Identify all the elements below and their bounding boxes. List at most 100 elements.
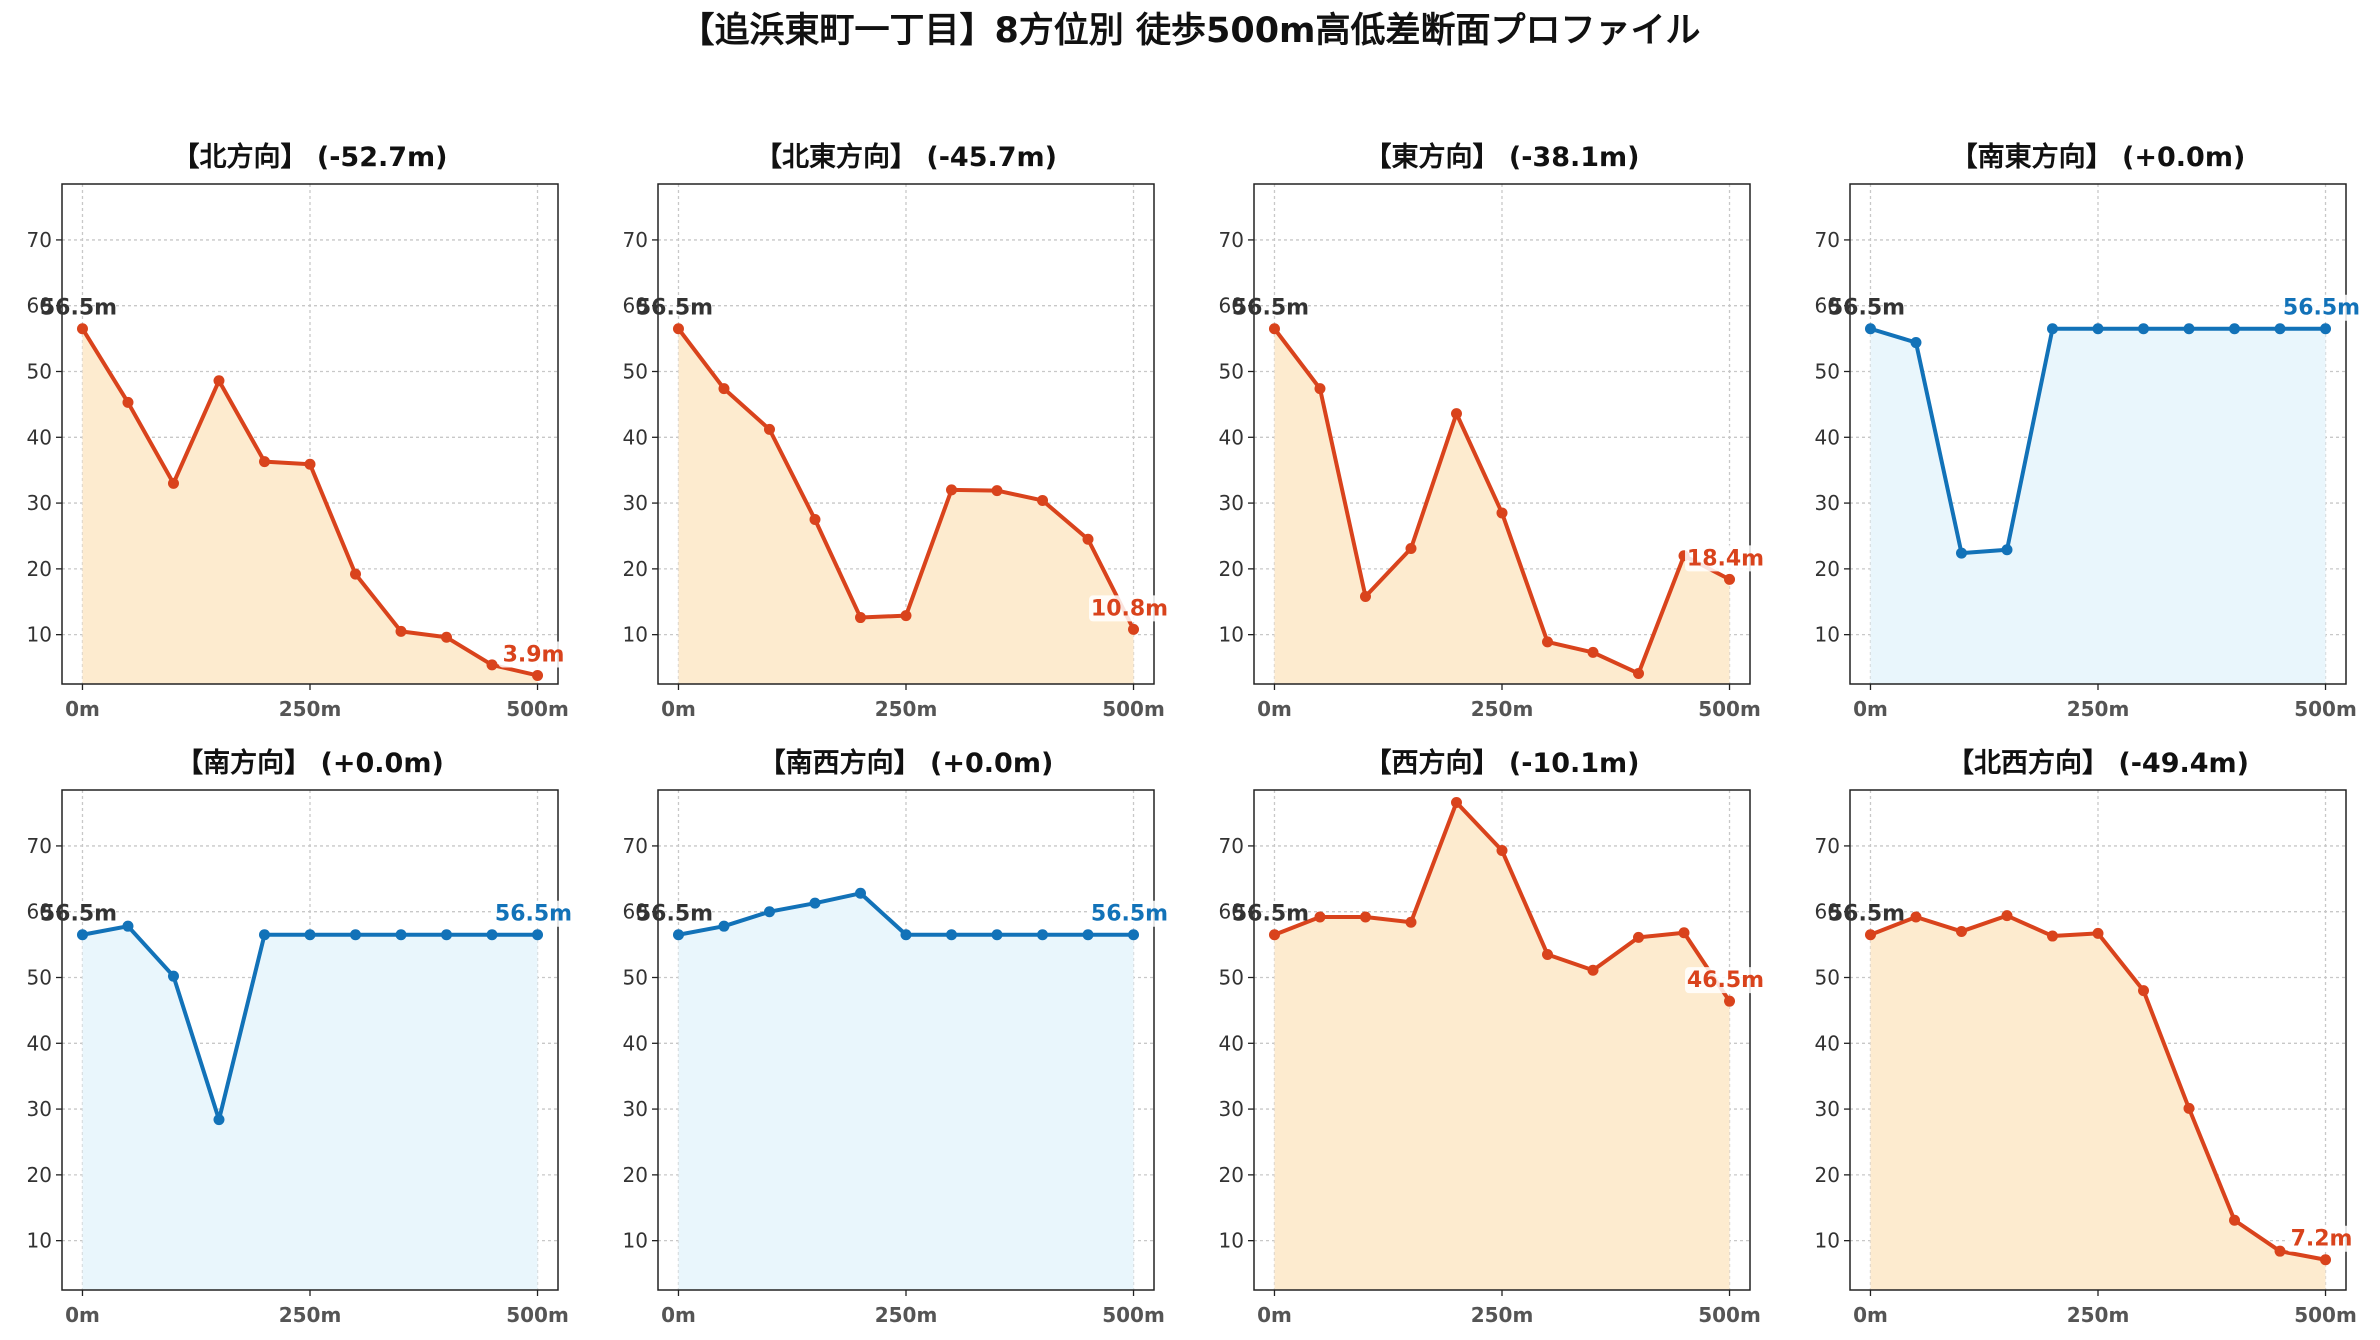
y-tick-label: 30 — [1219, 491, 1244, 515]
data-point — [1359, 591, 1371, 602]
y-tick-label: 40 — [623, 425, 648, 449]
x-tick-label: 500m — [2294, 1303, 2357, 1327]
panel-7: 【北西方向】 (-49.4m) 10 20 30 40 50 60 70 0m 250m 500m 5… — [1815, 747, 2357, 1327]
data-point — [532, 929, 544, 941]
start-label: 56.5m — [636, 902, 713, 927]
y-tick-label: 50 — [1815, 966, 1840, 990]
data-point — [441, 929, 453, 941]
y-tick-label: 70 — [27, 228, 52, 252]
panel-title: 【北東方向】 (-45.7m) — [755, 141, 1057, 173]
x-tick-label: 0m — [1853, 697, 1888, 721]
y-tick-label: 20 — [27, 1163, 52, 1187]
data-point — [167, 477, 179, 489]
data-point — [2092, 323, 2104, 335]
data-point — [718, 920, 730, 932]
end-label: 56.5m — [495, 902, 572, 927]
area-fill — [678, 893, 1134, 1290]
data-point — [167, 970, 179, 982]
y-tick-label: 30 — [1815, 491, 1840, 515]
data-point — [1910, 911, 1922, 923]
plot-frame — [61, 183, 559, 685]
data-point — [486, 929, 498, 941]
y-tick-label: 20 — [1815, 557, 1840, 581]
data-point — [1128, 929, 1140, 941]
panel-2: 【東方向】 (-38.1m) 10 20 30 40 50 60 70 0m 250m 500m 56… — [1219, 141, 1767, 721]
data-point — [213, 1114, 225, 1126]
data-point — [2001, 910, 2013, 922]
data-point — [1037, 494, 1049, 506]
x-tick-label: 0m — [1853, 1303, 1888, 1327]
x-tick-label: 0m — [1257, 1303, 1292, 1327]
data-point — [2046, 930, 2058, 942]
y-tick-label: 70 — [1219, 228, 1244, 252]
x-tick-label: 500m — [506, 697, 569, 721]
y-tick-label: 60 — [27, 294, 52, 318]
y-tick-label: 60 — [1219, 294, 1244, 318]
y-tick-label: 20 — [1219, 557, 1244, 581]
end-label-bg — [1685, 967, 1767, 994]
data-point — [1405, 542, 1417, 554]
area-fill — [1870, 328, 2326, 684]
x-tick-label: 0m — [65, 1303, 100, 1327]
start-label: 56.5m — [40, 296, 117, 321]
data-point — [395, 929, 407, 941]
y-tick-label: 40 — [1219, 425, 1244, 449]
data-point — [1542, 636, 1554, 648]
x-tick-label: 250m — [875, 697, 938, 721]
data-point — [2183, 1102, 2195, 1114]
data-point — [2138, 323, 2150, 335]
y-tick-label: 10 — [27, 623, 52, 647]
plot-frame — [1253, 183, 1751, 685]
data-point — [1037, 929, 1049, 941]
y-tick-label: 50 — [623, 966, 648, 990]
data-point — [2320, 1254, 2332, 1266]
data-point — [350, 568, 362, 580]
y-tick-label: 70 — [1815, 834, 1840, 858]
panel-title: 【北方向】 (-52.7m) — [172, 141, 447, 173]
x-tick-label: 500m — [1698, 697, 1761, 721]
data-point — [809, 514, 821, 526]
y-tick-label: 30 — [1219, 1097, 1244, 1121]
start-label: 56.5m — [40, 902, 117, 927]
end-label-bg — [1089, 900, 1171, 927]
end-label-bg — [2286, 1225, 2357, 1252]
y-tick-label: 40 — [623, 1031, 648, 1055]
y-tick-label: 20 — [1219, 1163, 1244, 1187]
start-label: 56.5m — [1828, 902, 1905, 927]
x-tick-label: 500m — [506, 1303, 569, 1327]
end-label-bg — [1089, 595, 1171, 622]
start-label: 56.5m — [1232, 296, 1309, 321]
data-point — [486, 659, 498, 671]
data-point — [1496, 845, 1508, 857]
y-tick-label: 10 — [623, 623, 648, 647]
y-tick-label: 50 — [1219, 360, 1244, 384]
data-point — [991, 485, 1003, 497]
end-label-bg — [493, 900, 575, 927]
data-point — [1314, 911, 1326, 923]
end-label-bg — [1685, 545, 1767, 572]
data-point — [854, 612, 866, 624]
data-point — [350, 929, 362, 941]
y-tick-label: 50 — [27, 966, 52, 990]
data-point — [258, 929, 270, 941]
data-point — [1910, 337, 1922, 349]
y-tick-label: 30 — [27, 1097, 52, 1121]
y-tick-label: 50 — [623, 360, 648, 384]
data-point — [1496, 507, 1508, 519]
y-tick-label: 10 — [27, 1229, 52, 1253]
y-tick-label: 50 — [1815, 360, 1840, 384]
x-tick-label: 250m — [1471, 1303, 1534, 1327]
data-point — [532, 669, 544, 681]
page-title: 【追浜東町一丁目】8方位別 徒歩500m高低差断面プロファイル — [679, 11, 1700, 51]
data-point — [809, 897, 821, 909]
end-label: 10.8m — [1091, 596, 1168, 621]
data-point — [1724, 573, 1736, 585]
y-tick-label: 20 — [27, 557, 52, 581]
data-point — [2229, 1214, 2241, 1226]
y-tick-label: 50 — [1219, 966, 1244, 990]
data-point — [672, 929, 684, 941]
data-point — [991, 929, 1003, 941]
data-point — [2274, 1245, 2286, 1257]
y-tick-label: 60 — [27, 900, 52, 924]
